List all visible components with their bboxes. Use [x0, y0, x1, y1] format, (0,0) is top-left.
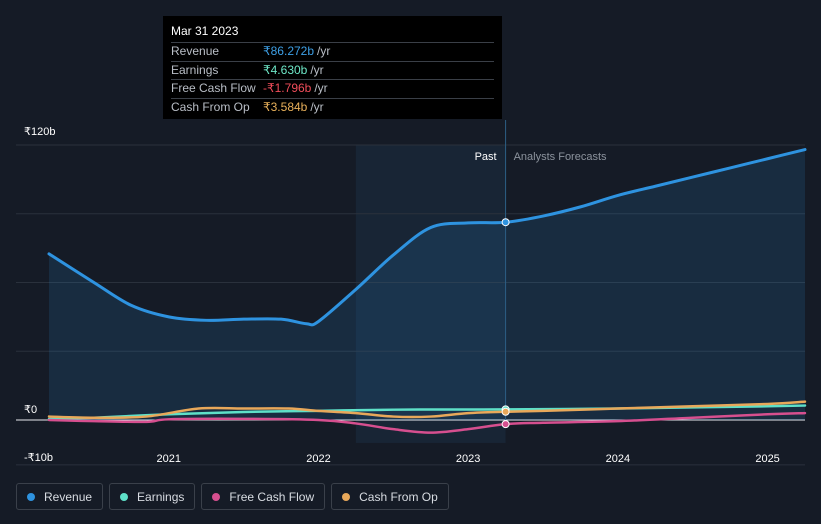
- revenue-dot-icon: [27, 492, 35, 501]
- tooltip-unit: /yr: [314, 81, 328, 95]
- tooltip-row-revenue: Revenue ₹86.272b /yr: [171, 42, 494, 61]
- earnings-dot-icon: [120, 492, 129, 501]
- tooltip-unit: /yr: [310, 62, 324, 77]
- tooltip-label: Free Cash Flow: [171, 81, 256, 95]
- legend-item-revenue[interactable]: Revenue: [16, 483, 104, 510]
- legend-item-earnings[interactable]: Earnings: [109, 483, 196, 510]
- cash-from-op-dot-icon: [342, 492, 351, 501]
- tooltip-row-free-cash-flow: Free Cash Flow -₹1.796b /yr: [171, 79, 494, 98]
- series-fill-revenue: [49, 149, 805, 421]
- tooltip-unit: /yr: [310, 99, 324, 114]
- y-tick-label: ₹0: [24, 404, 37, 416]
- tooltip-label: Revenue: [171, 44, 220, 58]
- series-line-cash-from-op: [47, 400, 807, 419]
- marker-cash-from-op: [501, 407, 510, 416]
- tooltip: Mar 31 2023 Revenue ₹86.272b /yr Earning…: [163, 16, 502, 119]
- series-line-revenue: [47, 148, 807, 327]
- legend-item-cash-from-op[interactable]: Cash From Op: [331, 483, 449, 510]
- tooltip-row-cash-from-op: Cash From Op ₹3.584b /yr: [171, 97, 494, 117]
- tooltip-date: Mar 31 2023: [171, 24, 239, 38]
- legend-item-free-cash-flow[interactable]: Free Cash Flow: [201, 483, 326, 510]
- highlight-region: [355, 145, 506, 443]
- tooltip-value: ₹3.584b: [263, 99, 308, 114]
- tooltip-value: ₹4.630b: [263, 62, 308, 77]
- tooltip-row-earnings: Earnings ₹4.630b /yr: [171, 60, 494, 80]
- gridlines: [16, 144, 805, 466]
- x-tick-label: 2025: [755, 453, 779, 465]
- y-tick-label: ₹120b: [24, 126, 55, 138]
- tooltip-unit: /yr: [317, 44, 331, 58]
- series-lines: [47, 148, 807, 434]
- tooltip-value: -₹1.796b: [263, 81, 312, 95]
- legend-label: Earnings: [137, 489, 185, 504]
- forecast-label: Analysts Forecasts: [514, 151, 607, 163]
- tooltip-value: ₹86.272b: [263, 44, 315, 58]
- x-tick-label: 2023: [456, 453, 480, 465]
- marker-free-cash-flow: [501, 420, 510, 429]
- x-tick-label: 2021: [157, 453, 181, 465]
- x-axis-tick-labels: 2021 2022 2023 2024 2025: [157, 453, 780, 465]
- legend-label: Free Cash Flow: [229, 489, 315, 504]
- x-tick-label: 2022: [306, 453, 330, 465]
- y-axis-tick-labels: ₹120b ₹0 -₹10b: [24, 126, 55, 464]
- legend: Revenue Earnings Free Cash Flow Cash Fro…: [16, 483, 449, 510]
- past-label: Past: [475, 151, 497, 163]
- series-line-free-cash-flow: [47, 411, 807, 434]
- hover-markers: [501, 218, 510, 429]
- tooltip-label: Earnings: [171, 62, 219, 77]
- x-tick-label: 2024: [606, 453, 630, 465]
- free-cash-flow-dot-icon: [212, 492, 221, 501]
- series-fills: [49, 149, 805, 421]
- legend-label: Cash From Op: [359, 489, 438, 504]
- tooltip-label: Cash From Op: [171, 99, 250, 114]
- y-tick-label: -₹10b: [24, 452, 53, 464]
- marker-revenue: [501, 218, 510, 227]
- legend-label: Revenue: [44, 489, 93, 504]
